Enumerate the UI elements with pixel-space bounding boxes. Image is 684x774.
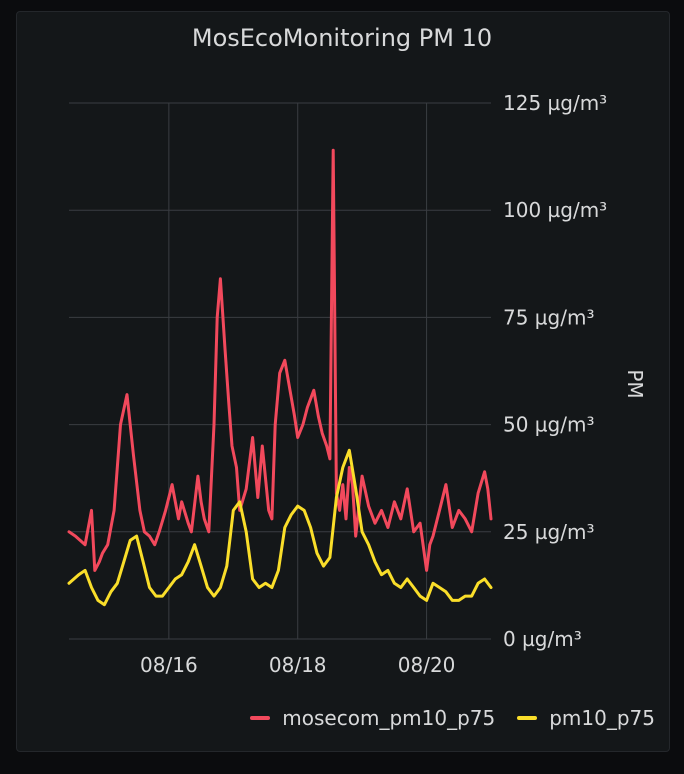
series-lines bbox=[67, 148, 493, 607]
x-axis-ticks: 08/16 08/18 08/20 bbox=[140, 653, 455, 677]
chart-panel: MosEcoMonitoring PM 10 0 µg/m³ 25 µg/m³ 50… bbox=[16, 11, 670, 752]
y-tick-label: 125 µg/m³ bbox=[503, 91, 607, 115]
legend-item-pm10-p75[interactable]: pm10_p75 bbox=[517, 706, 655, 730]
series-line-mosecom-pm10-p75 bbox=[67, 148, 493, 572]
y-axis-label: PM bbox=[623, 369, 647, 398]
x-tick-label: 08/20 bbox=[398, 653, 456, 677]
y-tick-label: 75 µg/m³ bbox=[503, 305, 594, 329]
series-line-pm10-p75 bbox=[67, 448, 493, 607]
chart-title: MosEcoMonitoring PM 10 bbox=[191, 24, 493, 52]
y-tick-label: 0 µg/m³ bbox=[503, 627, 582, 651]
y-tick-label: 100 µg/m³ bbox=[503, 198, 607, 222]
legend-swatch-pm10 bbox=[517, 716, 538, 720]
legend: mosecom_pm10_p75 pm10_p75 bbox=[250, 706, 655, 730]
legend-swatch-mosecom bbox=[250, 716, 271, 720]
y-tick-label: 25 µg/m³ bbox=[503, 520, 594, 544]
x-tick-label: 08/18 bbox=[269, 653, 327, 677]
legend-item-mosecom-pm10-p75[interactable]: mosecom_pm10_p75 bbox=[250, 706, 495, 730]
grid-lines bbox=[69, 102, 491, 640]
y-tick-label: 50 µg/m³ bbox=[503, 413, 594, 437]
chart-plot-area: 0 µg/m³ 25 µg/m³ 50 µg/m³ 75 µg/m³ 100 µg/m³… bbox=[67, 91, 647, 677]
y-axis-ticks: 0 µg/m³ 25 µg/m³ 50 µg/m³ 75 µg/m³ 100 µg/m³… bbox=[503, 91, 607, 651]
legend-label-pm10: pm10_p75 bbox=[549, 706, 655, 730]
x-tick-label: 08/16 bbox=[140, 653, 198, 677]
legend-label-mosecom: mosecom_pm10_p75 bbox=[282, 706, 496, 730]
